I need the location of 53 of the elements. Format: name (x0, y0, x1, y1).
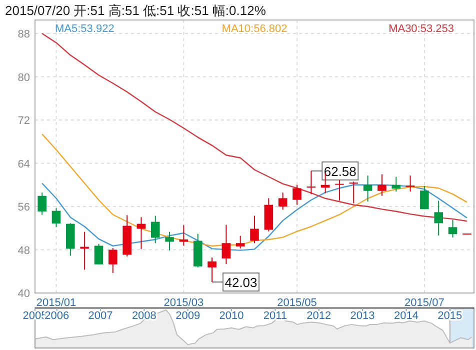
text: MA10:56.802 (222, 23, 288, 35)
candlestick (150, 215, 160, 244)
x-tick-label: 2013 (350, 310, 375, 322)
candlestick (306, 170, 316, 195)
candlestick (420, 185, 429, 210)
x-tick-label: 2015/03 (164, 297, 204, 309)
candlestick (349, 181, 358, 204)
x-tick-label: 2007 (88, 310, 113, 322)
candlestick (38, 192, 46, 216)
y-tick-label: 64 (18, 158, 30, 170)
candlestick (179, 224, 188, 246)
x-tick-label: 2015 (438, 310, 462, 322)
y-tick-label: 72 (18, 115, 30, 128)
candlestick (52, 208, 61, 228)
candlestick (136, 216, 146, 250)
candlestick (94, 243, 104, 265)
candlestick (208, 256, 216, 283)
candlestick (292, 184, 302, 206)
x-tick-label: 2010 (219, 310, 244, 322)
x-tick-label: 2006 (44, 310, 70, 322)
candlestick (363, 175, 372, 202)
candlestick (434, 200, 443, 236)
annotation: 42.03 (224, 275, 258, 290)
line-series (41, 32, 468, 222)
candlestick (250, 215, 259, 244)
y-tick-label: 48 (18, 244, 30, 257)
candlestick (378, 174, 386, 196)
chart-title: 2015/07/20 开:51 高:51 低:51 收:51 幅:0.12% (5, 3, 266, 18)
x-tick-label: 2015/05 (277, 297, 317, 309)
candlestick (108, 248, 118, 274)
x-tick-label: 2008 (132, 310, 156, 322)
y-tick-label: 80 (18, 72, 30, 84)
x-tick-label: 2012 (306, 310, 332, 322)
candlestick (448, 219, 458, 238)
candlestick (236, 235, 245, 249)
x-tick-label: 2015/01 (36, 297, 76, 309)
candlestick (165, 231, 174, 251)
candlestick (278, 192, 288, 210)
y-tick-label: 88 (18, 28, 30, 41)
text: MA5:53.922 (55, 23, 114, 35)
candlestick (222, 224, 231, 265)
line-series (41, 182, 468, 251)
text: MA30:53.253 (388, 23, 454, 35)
y-tick-label: 56 (18, 202, 30, 214)
y-tick-label: 40 (18, 288, 30, 300)
x-tick-label: 2014 (394, 310, 418, 322)
x-tick-label: 2009 (176, 310, 200, 322)
candlestick (406, 175, 415, 192)
candlestick (335, 179, 344, 202)
x-tick-label: 2015/07 (404, 297, 444, 309)
annotation: 62.58 (324, 164, 356, 179)
x-tick-label: 2011 (263, 310, 288, 322)
candlestick (392, 176, 401, 192)
